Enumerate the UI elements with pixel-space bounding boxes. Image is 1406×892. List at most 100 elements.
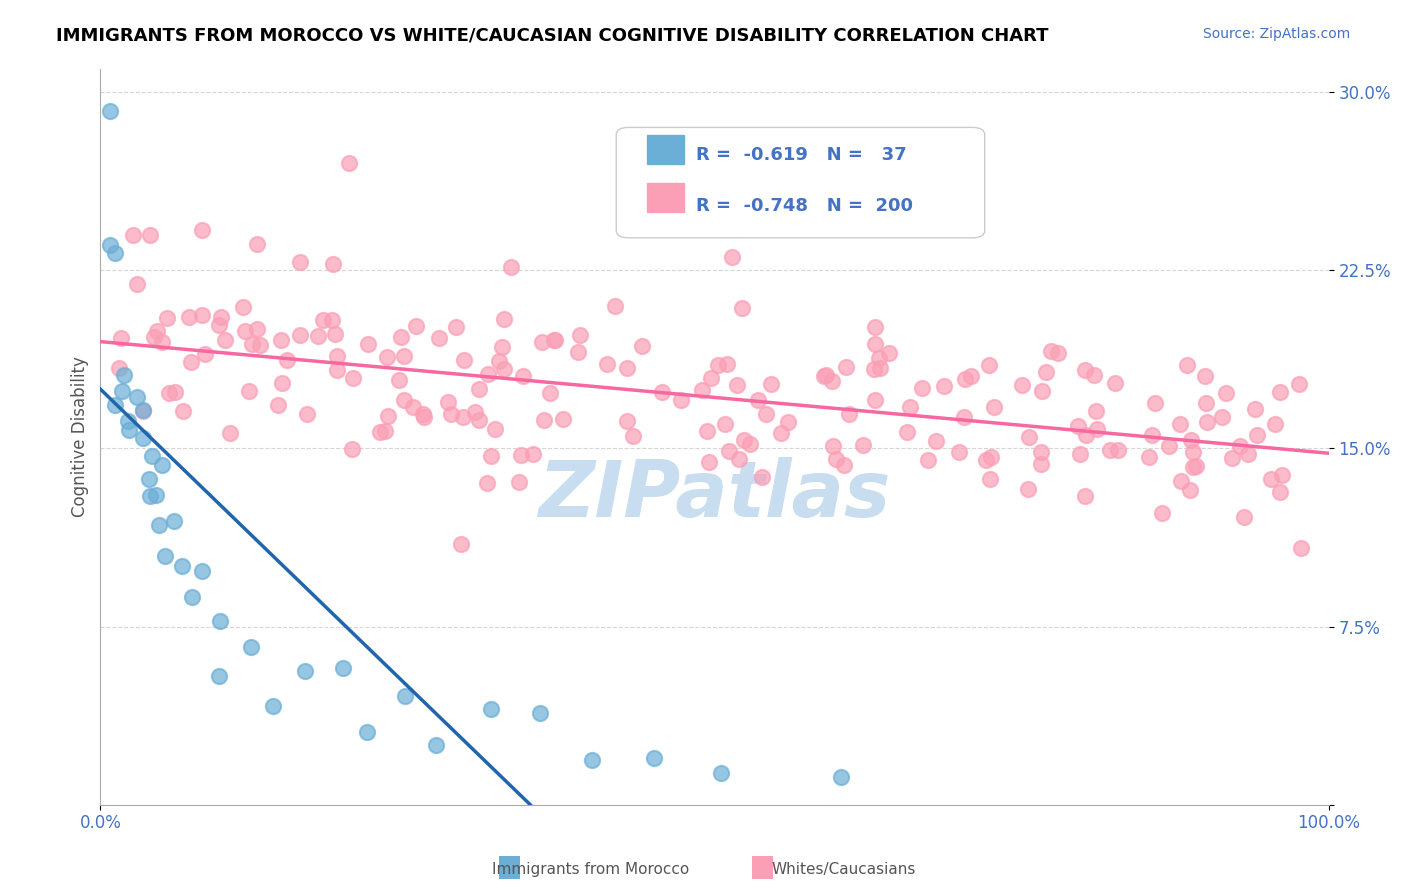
- Point: [1157, 439, 1180, 453]
- Point: [389, 330, 412, 344]
- Point: [751, 469, 773, 483]
- Point: [1140, 427, 1163, 442]
- Point: [477, 367, 499, 381]
- Point: [1085, 421, 1108, 435]
- Point: [529, 706, 551, 720]
- Point: [821, 374, 844, 388]
- Point: [488, 354, 510, 368]
- Point: [1069, 447, 1091, 461]
- Point: [1211, 409, 1233, 424]
- Point: [706, 358, 728, 372]
- Point: [718, 444, 741, 458]
- Point: [1150, 506, 1173, 520]
- Point: [245, 322, 267, 336]
- Point: [494, 312, 516, 326]
- Point: [1137, 450, 1160, 464]
- Point: [1035, 366, 1057, 380]
- Point: [512, 369, 534, 384]
- Text: R =  -0.748   N =  200: R = -0.748 N = 200: [696, 197, 912, 215]
- Point: [394, 689, 416, 703]
- Point: [191, 564, 214, 578]
- Point: [1099, 442, 1122, 457]
- Point: [1246, 427, 1268, 442]
- Point: [1264, 417, 1286, 431]
- Point: [1271, 467, 1294, 482]
- Point: [1178, 483, 1201, 497]
- Point: [814, 368, 837, 382]
- Point: [440, 407, 463, 421]
- Point: [214, 333, 236, 347]
- Point: [375, 351, 398, 365]
- Point: [374, 424, 396, 438]
- Point: [1232, 510, 1254, 524]
- Point: [427, 331, 450, 345]
- Point: [267, 398, 290, 412]
- Text: ZIPatlas: ZIPatlas: [538, 458, 890, 533]
- Point: [412, 407, 434, 421]
- Point: [139, 228, 162, 243]
- Point: [1181, 445, 1204, 459]
- Point: [484, 422, 506, 436]
- Point: [311, 313, 333, 327]
- Point: [714, 417, 737, 431]
- Point: [132, 404, 155, 418]
- Point: [697, 455, 720, 469]
- Point: [716, 357, 738, 371]
- Point: [1185, 458, 1208, 473]
- Point: [616, 414, 638, 428]
- Point: [1181, 460, 1204, 475]
- Point: [233, 324, 256, 338]
- Point: [219, 425, 242, 440]
- Point: [295, 407, 318, 421]
- Text: R =  -0.619   N =   37: R = -0.619 N = 37: [696, 145, 907, 164]
- Point: [437, 395, 460, 409]
- Point: [948, 445, 970, 459]
- Point: [700, 371, 723, 385]
- Point: [1074, 489, 1097, 503]
- Point: [1031, 384, 1053, 399]
- Point: [533, 413, 555, 427]
- Point: [898, 400, 921, 414]
- Point: [139, 489, 162, 503]
- Point: [1268, 484, 1291, 499]
- Point: [980, 450, 1002, 464]
- Point: [127, 277, 149, 292]
- Point: [1215, 385, 1237, 400]
- Point: [1289, 541, 1312, 556]
- Point: [170, 558, 193, 573]
- Point: [1104, 376, 1126, 391]
- Point: [979, 358, 1001, 372]
- Point: [392, 393, 415, 408]
- Point: [117, 423, 139, 437]
- Point: [270, 333, 292, 347]
- Point: [1017, 482, 1039, 496]
- Point: [1011, 378, 1033, 392]
- Point: [567, 345, 589, 359]
- Point: [356, 725, 378, 739]
- Point: [425, 738, 447, 752]
- Point: [481, 702, 503, 716]
- Point: [960, 368, 983, 383]
- Point: [491, 340, 513, 354]
- Point: [321, 312, 343, 326]
- Point: [690, 383, 713, 397]
- Point: [194, 347, 217, 361]
- Point: [475, 475, 498, 490]
- Point: [621, 429, 644, 443]
- Point: [180, 590, 202, 604]
- Point: [146, 324, 169, 338]
- Point: [934, 378, 956, 392]
- Point: [696, 424, 718, 438]
- Point: [322, 257, 344, 271]
- Point: [896, 425, 918, 439]
- Point: [163, 384, 186, 399]
- Point: [98, 238, 121, 252]
- Point: [725, 377, 748, 392]
- Point: [813, 369, 835, 384]
- Point: [553, 412, 575, 426]
- Point: [544, 333, 567, 347]
- Point: [246, 237, 269, 252]
- Point: [830, 770, 852, 784]
- Point: [388, 373, 411, 387]
- Point: [1107, 443, 1129, 458]
